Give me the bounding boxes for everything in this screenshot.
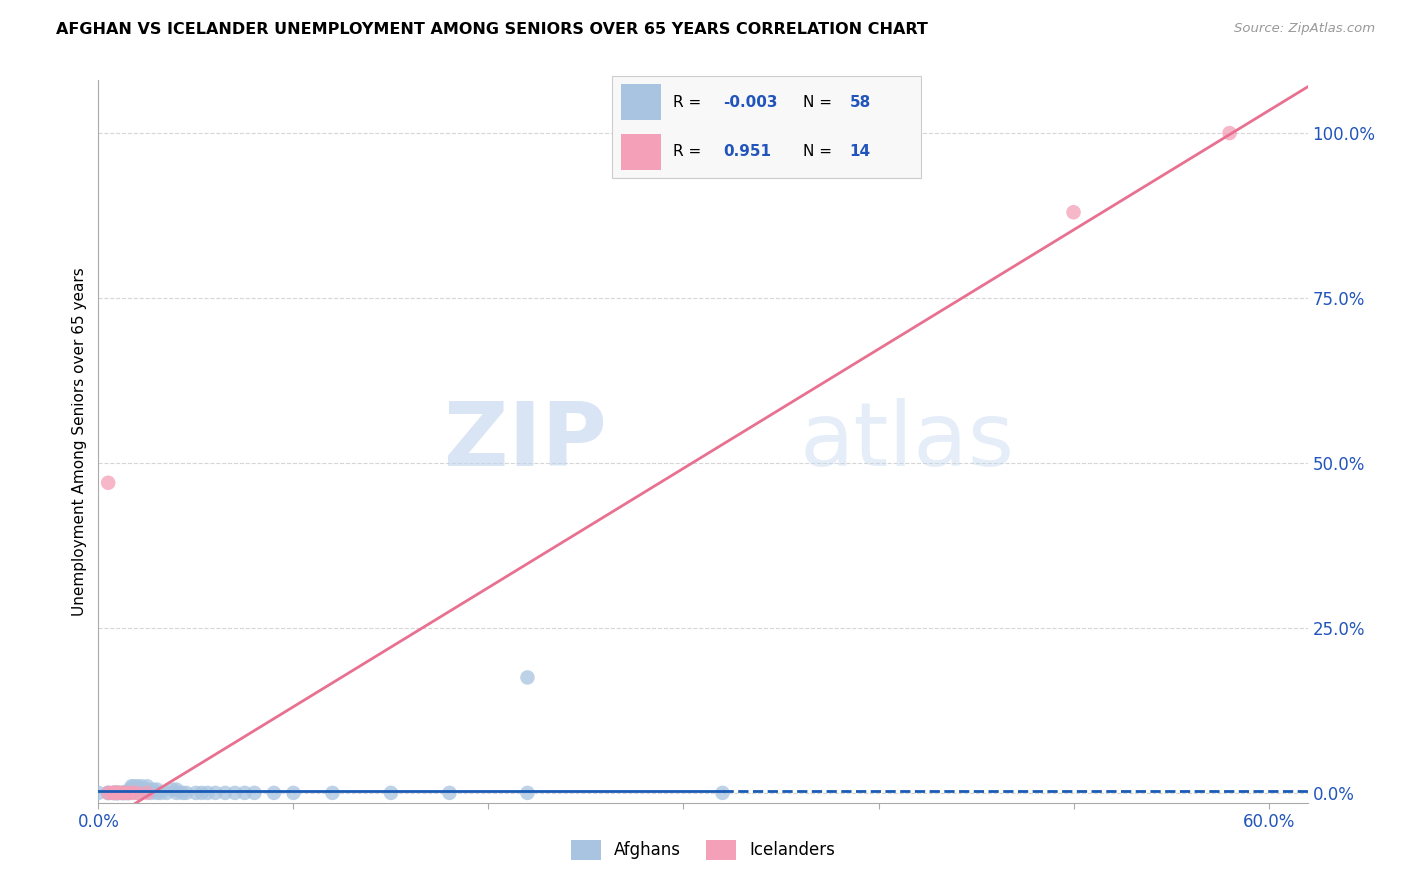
Point [1063, 205, 1085, 219]
Point [131, 782, 153, 797]
Point [117, 786, 139, 800]
Point [711, 786, 734, 800]
Point [131, 780, 153, 794]
Point [146, 782, 169, 797]
Point [114, 786, 136, 800]
Point [107, 786, 129, 800]
Text: R =: R = [673, 145, 707, 160]
Point [165, 782, 187, 797]
Y-axis label: Unemployment Among Seniors over 65 years: Unemployment Among Seniors over 65 years [72, 268, 87, 615]
Point [224, 786, 246, 800]
Point [214, 786, 236, 800]
Point [146, 786, 169, 800]
Text: 0.951: 0.951 [723, 145, 770, 160]
Point [118, 782, 141, 797]
Point [97, 786, 120, 800]
Point [136, 782, 159, 797]
Text: atlas: atlas [800, 398, 1015, 485]
Point [142, 782, 165, 797]
Point [121, 782, 143, 797]
Point [139, 786, 162, 800]
Point [118, 786, 141, 800]
Point [103, 786, 125, 800]
Point [104, 786, 127, 800]
Point [136, 786, 159, 800]
Legend: Afghans, Icelanders: Afghans, Icelanders [564, 833, 842, 867]
FancyBboxPatch shape [621, 135, 661, 170]
Point [136, 780, 159, 794]
Point [233, 786, 256, 800]
Text: -0.003: -0.003 [723, 95, 778, 110]
Point [243, 786, 266, 800]
Text: N =: N = [803, 145, 837, 160]
Point [87, 786, 110, 800]
Point [97, 786, 120, 800]
Point [204, 786, 226, 800]
Point [114, 786, 136, 800]
Point [104, 786, 127, 800]
Point [283, 786, 305, 800]
Point [174, 786, 197, 800]
Point [380, 786, 402, 800]
Text: 14: 14 [849, 145, 870, 160]
Text: N =: N = [803, 95, 837, 110]
Point [107, 786, 129, 800]
Point [162, 782, 184, 797]
Point [439, 786, 461, 800]
Point [101, 786, 124, 800]
Point [107, 786, 129, 800]
Text: AFGHAN VS ICELANDER UNEMPLOYMENT AMONG SENIORS OVER 65 YEARS CORRELATION CHART: AFGHAN VS ICELANDER UNEMPLOYMENT AMONG S… [56, 22, 928, 37]
Point [127, 786, 149, 800]
Point [112, 786, 135, 800]
Point [103, 786, 125, 800]
Point [104, 786, 127, 800]
Point [516, 786, 538, 800]
Point [111, 786, 134, 800]
Point [165, 786, 187, 800]
Point [97, 475, 120, 490]
Point [127, 786, 149, 800]
Text: Source: ZipAtlas.com: Source: ZipAtlas.com [1234, 22, 1375, 36]
Text: ZIP: ZIP [443, 398, 606, 485]
Point [149, 786, 172, 800]
Point [103, 786, 125, 800]
Point [111, 786, 134, 800]
Point [107, 786, 129, 800]
Point [191, 786, 214, 800]
Point [172, 786, 194, 800]
Point [117, 786, 139, 800]
Point [111, 786, 134, 800]
Text: 58: 58 [849, 95, 872, 110]
Point [321, 786, 343, 800]
Point [122, 786, 145, 800]
Point [112, 786, 135, 800]
Point [197, 786, 219, 800]
Point [1219, 126, 1241, 140]
Point [127, 780, 149, 794]
Point [112, 786, 135, 800]
Point [156, 786, 179, 800]
Point [122, 780, 145, 794]
Point [121, 780, 143, 794]
Point [117, 786, 139, 800]
Point [107, 786, 129, 800]
Point [103, 786, 125, 800]
Point [122, 782, 145, 797]
Point [118, 786, 141, 800]
FancyBboxPatch shape [612, 76, 921, 178]
FancyBboxPatch shape [621, 84, 661, 120]
Point [263, 786, 285, 800]
Text: R =: R = [673, 95, 707, 110]
Point [97, 786, 120, 800]
Point [184, 786, 207, 800]
Point [516, 670, 538, 684]
